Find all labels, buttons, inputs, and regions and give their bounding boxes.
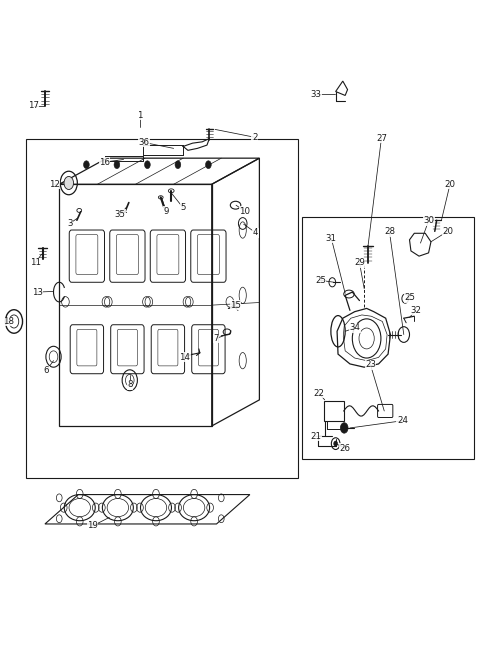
Bar [26, 138, 298, 478]
Circle shape [334, 441, 337, 446]
Text: 19: 19 [87, 522, 98, 531]
Text: 15: 15 [230, 300, 241, 310]
Circle shape [114, 161, 120, 169]
Circle shape [175, 161, 181, 169]
Circle shape [144, 161, 150, 169]
Text: 36: 36 [139, 138, 150, 147]
Text: 20: 20 [442, 227, 453, 236]
Text: 28: 28 [384, 228, 395, 236]
Text: 14: 14 [179, 353, 190, 362]
Text: 16: 16 [99, 157, 110, 167]
Text: 24: 24 [397, 417, 408, 425]
Text: 25: 25 [315, 276, 326, 285]
Bar [324, 401, 344, 420]
Text: 12: 12 [49, 180, 60, 189]
Text: 13: 13 [32, 287, 43, 297]
Text: 29: 29 [354, 258, 365, 267]
Text: 32: 32 [410, 306, 421, 315]
Text: 4: 4 [253, 228, 258, 237]
Text: 8: 8 [127, 380, 132, 389]
Text: 3: 3 [67, 219, 72, 228]
Text: 7: 7 [213, 334, 219, 343]
Text: 26: 26 [340, 443, 351, 453]
Text: 22: 22 [313, 389, 324, 398]
Text: 35: 35 [115, 210, 126, 219]
Text: 17: 17 [28, 102, 39, 110]
Text: 34: 34 [349, 323, 360, 333]
Text: 18: 18 [3, 317, 14, 326]
Text: 11: 11 [30, 258, 41, 267]
Text: 23: 23 [365, 360, 376, 369]
Text: 2: 2 [252, 133, 257, 142]
Text: 27: 27 [376, 134, 387, 143]
Text: 21: 21 [310, 432, 321, 441]
Text: 10: 10 [239, 207, 250, 216]
Circle shape [64, 176, 73, 190]
Text: 1: 1 [137, 111, 143, 119]
Circle shape [205, 161, 211, 169]
Circle shape [84, 161, 89, 169]
Text: 20: 20 [444, 180, 456, 189]
Text: 6: 6 [44, 366, 49, 375]
Circle shape [340, 422, 348, 433]
Text: 33: 33 [310, 90, 321, 98]
Text: 9: 9 [163, 207, 168, 216]
Text: 25: 25 [405, 293, 416, 302]
Text: 5: 5 [180, 203, 186, 213]
Bar [302, 217, 474, 459]
Text: 31: 31 [326, 234, 337, 243]
Text: 30: 30 [423, 216, 434, 226]
